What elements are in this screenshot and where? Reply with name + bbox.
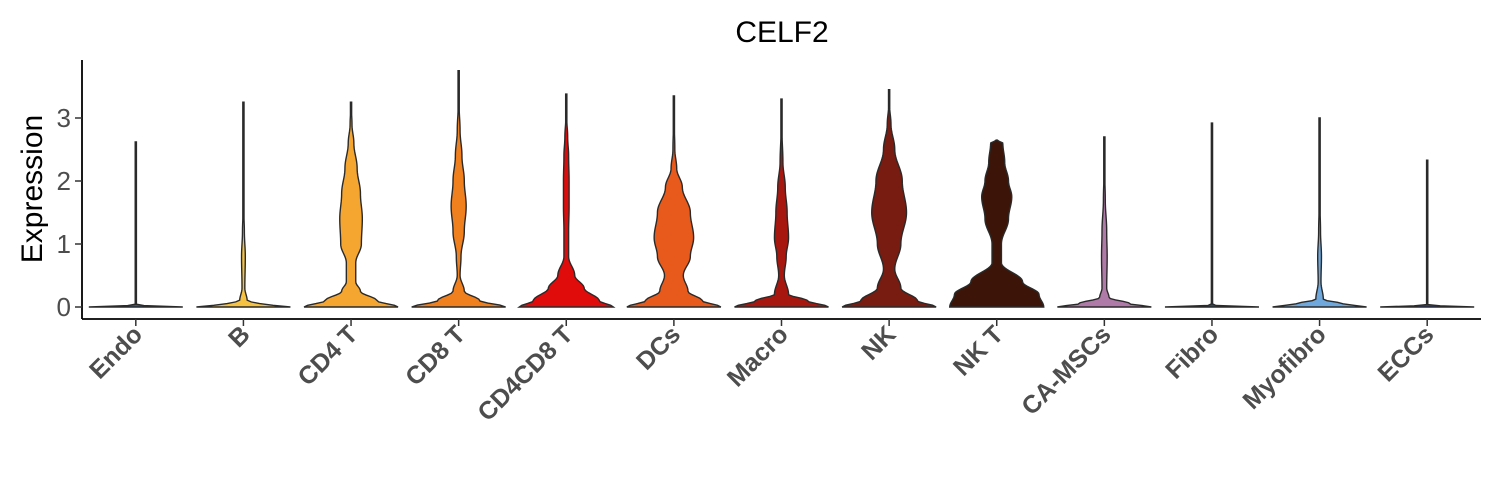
- x-tick-label: CD4 T: [292, 320, 363, 391]
- x-tick-label: Endo: [84, 320, 148, 384]
- x-tick-label: NK T: [948, 320, 1009, 381]
- violin-nk-t: [948, 139, 1045, 308]
- x-tick-label: NK: [856, 320, 901, 365]
- plot-area: [88, 70, 1475, 308]
- y-axis-ticks: 0 1 2 3: [57, 103, 82, 322]
- x-tick-label: CD4CD8 T: [472, 320, 578, 426]
- violin-b: [196, 101, 291, 308]
- x-tick-label: Fibro: [1160, 320, 1224, 384]
- x-tick-label: CD8 T: [400, 320, 471, 391]
- x-tick-label: B: [223, 320, 256, 353]
- violin-cd4cd8-t: [517, 93, 616, 308]
- violin-cd8-t: [411, 70, 506, 308]
- x-tick-label: CA-MSCs: [1016, 320, 1116, 420]
- violin-macro: [734, 98, 829, 308]
- chart-title: CELF2: [735, 16, 828, 49]
- violin-myofibro: [1272, 117, 1367, 308]
- y-tick-label: 0: [57, 292, 71, 322]
- violin-eccs: [1380, 159, 1475, 308]
- x-tick-label: ECCs: [1372, 320, 1439, 387]
- y-tick-label: 1: [57, 229, 71, 259]
- x-tick-label: DCs: [631, 320, 686, 375]
- y-tick-label: 3: [57, 103, 71, 133]
- violin-ca-mscs: [1057, 136, 1152, 308]
- violin-endo: [88, 141, 183, 308]
- violin-fibro: [1164, 122, 1259, 308]
- x-tick-label: Macro: [722, 320, 794, 392]
- violin-dcs: [626, 95, 722, 308]
- x-axis-ticks: Endo B CD4 T CD8 T CD4CD8 T DCs Macro NK NK T CA-…: [84, 319, 1439, 427]
- y-axis-label: Expression: [16, 115, 49, 263]
- violin-cd4-t: [303, 101, 399, 308]
- violin-nk: [841, 88, 937, 308]
- x-tick-label: Myofibro: [1237, 320, 1331, 414]
- y-tick-label: 2: [57, 166, 71, 196]
